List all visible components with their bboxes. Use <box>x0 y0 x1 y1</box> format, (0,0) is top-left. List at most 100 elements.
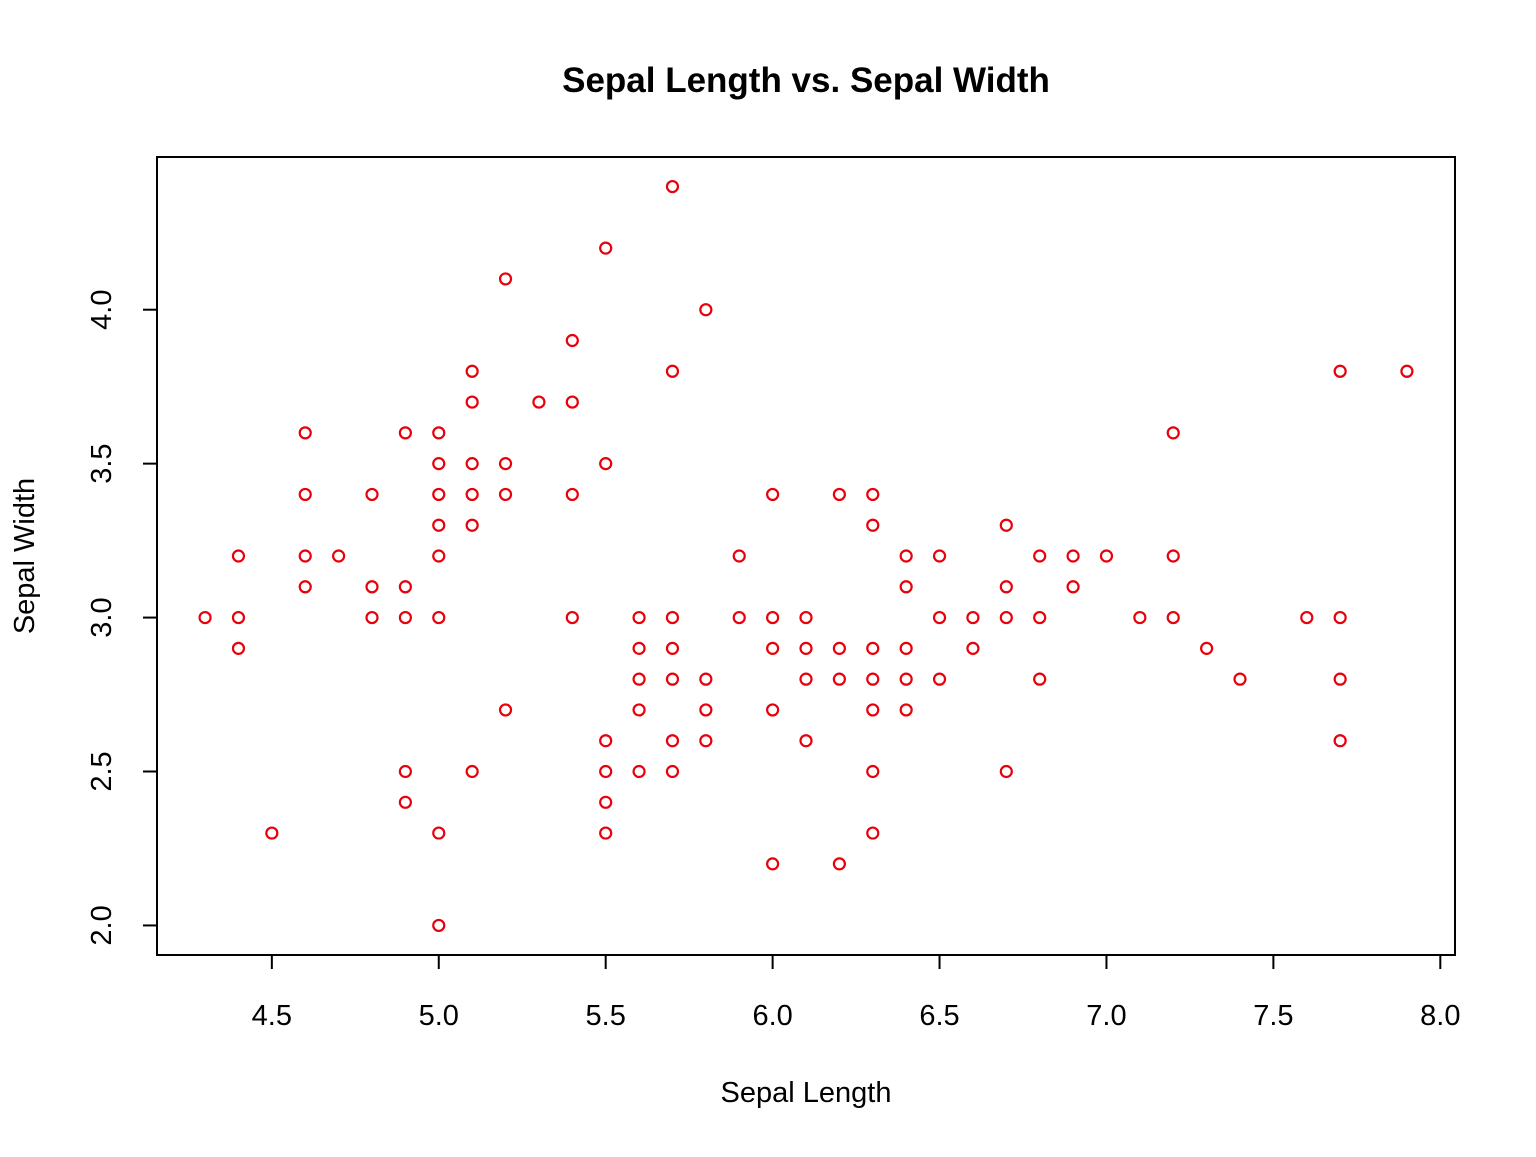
data-point <box>498 487 513 502</box>
data-point <box>832 487 846 502</box>
data-point <box>1300 610 1314 625</box>
y-axis: 2.0 2.5 3.0 3.5 4.0 <box>86 290 158 946</box>
data-point <box>365 610 379 625</box>
chart-title: Sepal Length vs. Sepal Width <box>562 61 1050 100</box>
data-point <box>365 580 379 594</box>
data-point <box>1166 549 1180 563</box>
data-point <box>432 518 446 532</box>
data-point <box>899 549 913 563</box>
data-point <box>599 457 613 471</box>
data-point <box>699 303 713 317</box>
data-point <box>799 610 813 625</box>
data-point <box>766 487 780 502</box>
data-point <box>398 580 412 594</box>
data-point <box>1333 672 1347 686</box>
data-point <box>766 641 780 655</box>
data-point <box>866 826 880 840</box>
data-point <box>198 610 212 625</box>
data-point <box>632 672 646 686</box>
data-point <box>332 549 346 563</box>
data-point <box>665 641 680 655</box>
data-point <box>231 610 246 625</box>
data-point <box>432 826 446 840</box>
x-tick-label: 6.5 <box>919 1000 959 1032</box>
data-point <box>799 734 813 748</box>
data-point <box>599 764 613 779</box>
data-point <box>999 518 1013 532</box>
x-tick-label: 8.0 <box>1420 1000 1460 1032</box>
y-tick-label: 2.0 <box>86 905 118 945</box>
data-point <box>832 857 846 871</box>
data-point <box>298 426 312 440</box>
data-point <box>699 734 713 748</box>
data-point <box>1200 641 1214 655</box>
data-point <box>599 826 613 840</box>
data-point <box>1033 610 1047 625</box>
data-point <box>932 672 947 686</box>
data-point <box>665 364 680 378</box>
data-point <box>398 795 412 809</box>
data-point <box>866 641 880 655</box>
data-point <box>665 610 680 625</box>
data-point <box>932 549 947 563</box>
data-point <box>665 764 680 779</box>
data-point <box>565 487 579 502</box>
data-point <box>632 641 646 655</box>
data-point <box>899 641 913 655</box>
data-point <box>565 333 579 348</box>
data-point <box>632 764 646 779</box>
data-point <box>298 580 312 594</box>
data-point <box>732 549 746 563</box>
data-point <box>799 672 813 686</box>
data-point <box>231 641 246 655</box>
x-tick-label: 6.0 <box>752 1000 792 1032</box>
data-point <box>298 487 312 502</box>
data-point <box>1400 364 1414 378</box>
data-point <box>432 918 446 933</box>
data-point <box>398 426 412 440</box>
data-point <box>599 795 613 809</box>
data-point <box>565 395 579 409</box>
y-tick-label: 3.5 <box>86 443 118 483</box>
data-point <box>632 703 646 717</box>
data-point <box>999 610 1013 625</box>
data-point <box>265 826 279 840</box>
data-point <box>432 487 446 502</box>
data-point <box>1333 610 1347 625</box>
data-point <box>432 457 446 471</box>
data-point <box>465 487 479 502</box>
data-point <box>932 610 947 625</box>
data-point <box>665 672 680 686</box>
x-axis: 4.5 5.0 5.5 6.0 6.5 7.0 7.5 8.0 <box>252 954 1460 1032</box>
data-point <box>1166 610 1180 625</box>
data-point <box>498 457 513 471</box>
data-point <box>999 764 1013 779</box>
data-point <box>599 241 613 255</box>
x-axis-label: Sepal Length <box>721 1077 892 1109</box>
data-point <box>999 580 1013 594</box>
data-point <box>832 672 846 686</box>
data-points <box>198 179 1414 933</box>
x-tick-label: 7.5 <box>1253 1000 1293 1032</box>
data-point <box>432 426 446 440</box>
data-point <box>398 610 412 625</box>
x-tick-label: 4.5 <box>252 1000 292 1032</box>
y-tick-label: 4.0 <box>86 290 118 330</box>
data-point <box>1166 426 1180 440</box>
data-point <box>866 672 880 686</box>
data-point <box>465 764 479 779</box>
x-tick-label: 5.5 <box>586 1000 626 1032</box>
data-point <box>298 549 312 563</box>
data-point <box>732 610 746 625</box>
data-point <box>465 364 479 378</box>
data-point <box>766 703 780 717</box>
data-point <box>665 179 680 194</box>
data-point <box>766 857 780 871</box>
data-point <box>866 764 880 779</box>
data-point <box>1133 610 1147 625</box>
data-point <box>1033 549 1047 563</box>
data-point <box>565 610 579 625</box>
data-point <box>966 641 980 655</box>
data-point <box>1233 672 1247 686</box>
